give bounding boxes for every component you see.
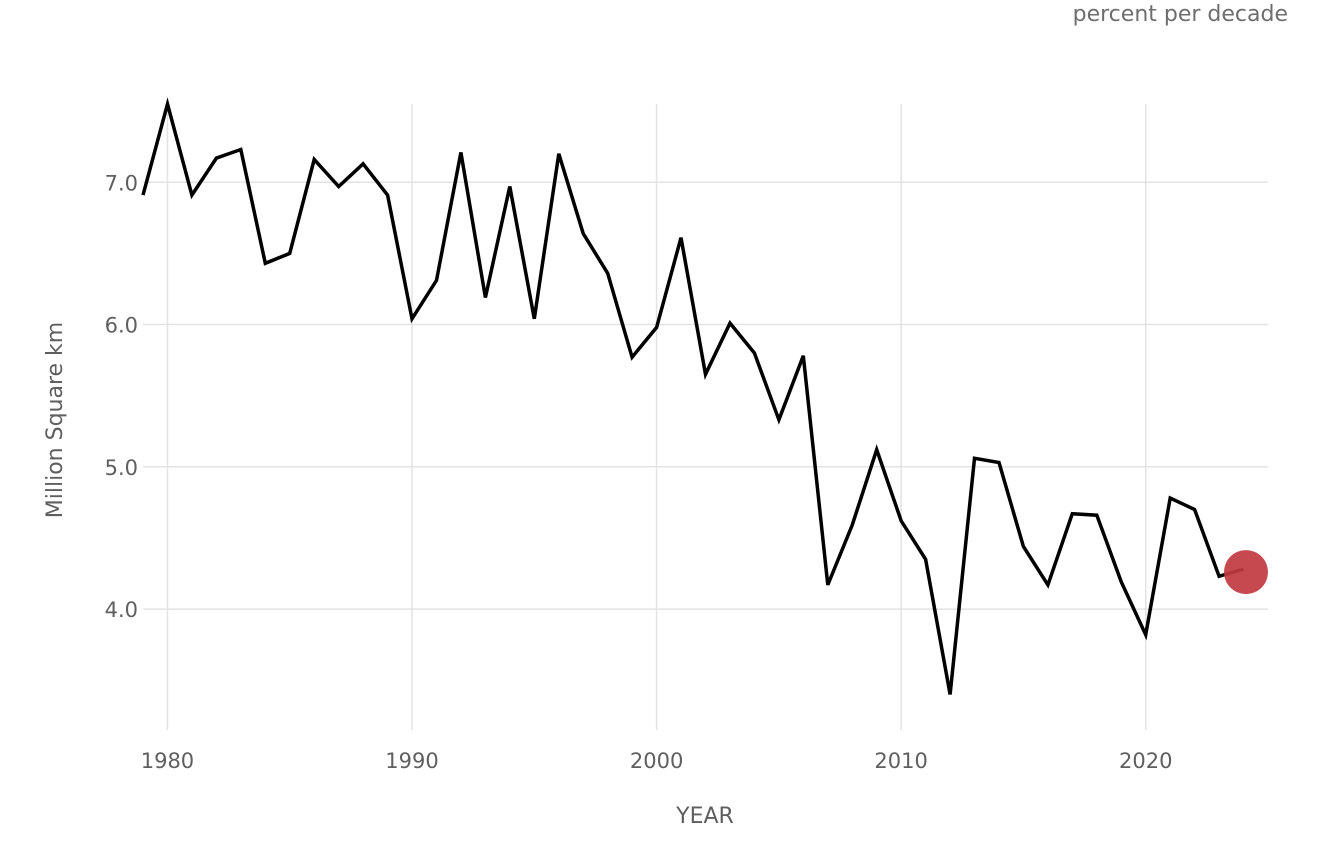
x-tick-label: 1990 xyxy=(385,749,438,773)
y-tick-label: 6.0 xyxy=(105,314,138,338)
y-axis-title: Million Square km xyxy=(43,322,68,518)
x-tick-label: 2010 xyxy=(874,749,927,773)
y-tick-label: 7.0 xyxy=(105,171,138,195)
x-axis-title: YEAR xyxy=(675,804,734,829)
latest-value-marker xyxy=(1223,550,1268,595)
y-tick-label: 4.0 xyxy=(105,598,138,622)
x-tick-label: 1980 xyxy=(141,749,194,773)
series-line xyxy=(141,97,1244,695)
tick-labels: 1980 1990 2000 2010 2020 4.0 5.0 6.0 7.0 xyxy=(105,171,1173,773)
x-tick-label: 2000 xyxy=(630,749,683,773)
corner-note: percent per decade xyxy=(1072,2,1288,27)
x-tick-label: 2020 xyxy=(1119,749,1172,773)
series-layer xyxy=(141,97,1268,695)
gridlines xyxy=(143,104,1268,730)
y-tick-label: 5.0 xyxy=(105,456,138,480)
